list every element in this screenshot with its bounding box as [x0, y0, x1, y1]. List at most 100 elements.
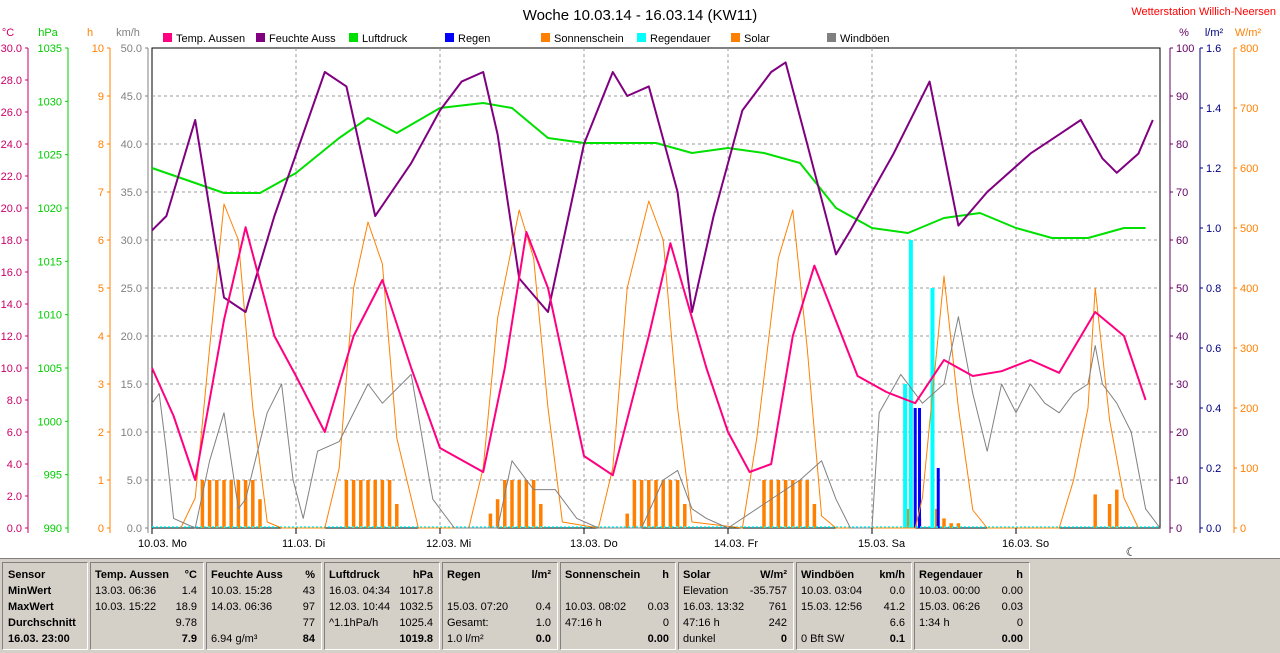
axis-unit-left: hPa: [38, 27, 58, 39]
tick-label-right: 700: [1240, 103, 1258, 115]
x-label: 15.03. Sa: [858, 538, 906, 550]
legend-swatch: [445, 33, 454, 42]
tick-label-left: 2.0: [7, 491, 22, 503]
sunshine-bar: [222, 480, 226, 528]
series-line-solar: [180, 200, 1139, 529]
tick-label-left: 7: [98, 187, 104, 199]
sunshine-bar: [805, 480, 809, 528]
sunshine-bar: [510, 480, 514, 528]
tick-label-right: 200: [1240, 403, 1258, 415]
cell-value: 1025.4: [399, 617, 433, 629]
tick-label-left: 14.0: [1, 299, 22, 311]
tick-label-left: 30.0: [1, 43, 22, 55]
sunshine-bar: [675, 480, 680, 528]
sensor-row-current: 16.03. 23:00: [8, 633, 70, 645]
series-line-gust: [151, 316, 1161, 529]
cell-label: 16.03. 13:32: [683, 601, 745, 613]
tick-label-left: 0.0: [127, 523, 142, 535]
cell-label: 14.03. 06:36: [211, 601, 273, 613]
tick-label-right: 500: [1240, 223, 1258, 235]
cell-value: 1.0: [535, 617, 551, 629]
cell-value: 0.00: [647, 633, 669, 645]
tick-label-left: 24.0: [1, 139, 22, 151]
axis-unit-left: °C: [2, 27, 14, 39]
cell-value: 77: [302, 617, 315, 629]
cell-value: 97: [302, 601, 315, 613]
cell-value: 0: [780, 633, 787, 645]
tick-label-left: 990: [44, 523, 62, 535]
tick-label-left: 4.0: [7, 459, 22, 471]
col-header: Regendauer: [919, 569, 983, 581]
sunshine-bar: [647, 480, 651, 528]
cell-value: 0.1: [889, 633, 905, 645]
cell-label: 6.94 g/m³: [211, 633, 258, 645]
sunshine-bar: [956, 523, 961, 528]
stats-table: Sensor MinWert MaxWert Durchschnitt 16.0…: [0, 558, 1280, 653]
tick-label-right: 0: [1176, 523, 1182, 535]
col-hum: Feuchte Auss% 10.03. 15:28 43 14.03. 06:36 9…: [206, 562, 322, 650]
col-unit: h: [662, 569, 669, 581]
tick-label-left: 1005: [38, 363, 62, 375]
tick-label-right: 800: [1240, 43, 1258, 55]
sunshine-bar: [200, 480, 205, 528]
tick-label-left: 0.0: [7, 523, 22, 535]
sensor-row-min: MinWert: [8, 585, 52, 597]
col-sensor: Sensor MinWert MaxWert Durchschnitt 16.0…: [2, 562, 88, 650]
tick-label-left: 4: [98, 331, 104, 343]
tick-label-left: 1025: [38, 150, 62, 162]
col-raindur: Regendauer h 10.03. 00:00 0.00 15.03. 06:26 0…: [914, 562, 1030, 650]
tick-label-right: 1.4: [1206, 103, 1221, 115]
sunshine-bar: [229, 480, 233, 528]
cell-value: 41.2: [883, 601, 905, 613]
tick-label-left: 30.0: [121, 235, 142, 247]
col-unit: km/h: [879, 569, 905, 581]
cell-value: 1.4: [181, 585, 197, 597]
cell-value: 0.4: [535, 601, 551, 613]
sunshine-bar: [531, 480, 536, 528]
tick-label-right: 600: [1240, 163, 1258, 175]
tick-label-right: 0.6: [1206, 343, 1221, 355]
tick-label-left: 22.0: [1, 171, 22, 183]
sunshine-bar: [366, 480, 370, 528]
tick-label-right: 0.0: [1206, 523, 1221, 535]
tick-label-left: 12.0: [1, 331, 22, 343]
cell-label: 10.03. 15:22: [95, 601, 157, 613]
tick-label-left: 1010: [38, 310, 62, 322]
tick-label-left: 6.0: [7, 427, 22, 439]
cell-value: 1019.8: [399, 633, 433, 645]
x-label: 14.03. Fr: [714, 538, 758, 550]
tick-label-left: 50.0: [121, 43, 142, 55]
tick-label-right: 100: [1240, 463, 1258, 475]
tick-label-left: 45.0: [121, 91, 142, 103]
tick-label-left: 1035: [38, 43, 62, 55]
cell-value: 0.00: [1001, 585, 1023, 597]
col-header: Regen: [447, 569, 481, 581]
sunshine-bar: [661, 480, 665, 528]
series-line-press: [151, 102, 1146, 239]
tick-label-left: 40.0: [121, 139, 142, 151]
sunshine-bar: [373, 480, 377, 528]
tick-label-right: 1.6: [1206, 43, 1221, 55]
tick-label-left: 3: [98, 379, 104, 391]
legend-swatch: [637, 33, 646, 42]
weather-chart: Woche 10.03.14 - 16.03.14 (KW11) Wetters…: [1, 6, 1276, 558]
sunshine-bar: [207, 480, 212, 528]
cell-value: -35.757: [749, 585, 787, 597]
col-unit: l/m²: [531, 569, 551, 581]
sensor-row-max: MaxWert: [8, 601, 54, 613]
rain-bar: [918, 408, 922, 528]
sunshine-bar: [1107, 504, 1112, 528]
tick-label-right: 40: [1176, 331, 1188, 343]
tick-label-left: 20.0: [121, 331, 142, 343]
sunshine-bar: [769, 480, 773, 528]
cell-label: 15.03. 12:56: [801, 601, 863, 613]
cell-label: 10.03. 15:28: [211, 585, 273, 597]
tick-label-right: 50: [1176, 283, 1188, 295]
sunshine-bar: [539, 504, 543, 528]
moon-icon: ☾: [1126, 545, 1137, 558]
legend-label: Temp. Aussen: [176, 33, 245, 45]
col-header: Sonnenschein: [565, 569, 641, 581]
cell-label: Gesamt:: [447, 617, 489, 629]
cell-label: 13.03. 06:36: [95, 585, 157, 597]
cell-label: 15.03. 06:26: [919, 601, 981, 613]
